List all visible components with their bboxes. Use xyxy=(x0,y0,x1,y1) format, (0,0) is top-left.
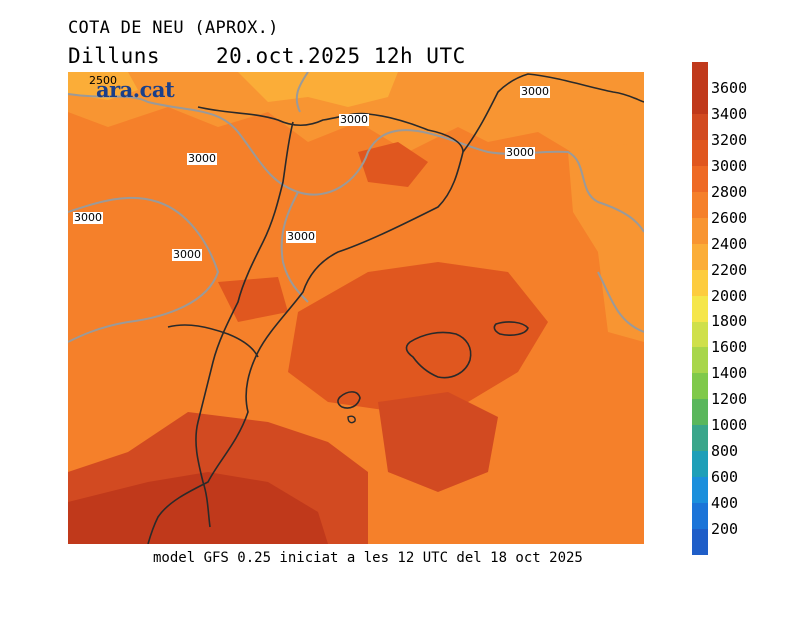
legend-level-label: 2000 xyxy=(711,286,748,305)
contour-label: 3000 xyxy=(172,248,202,261)
border-valencia xyxy=(167,324,259,358)
island-eivissa xyxy=(337,391,361,409)
legend-swatch xyxy=(692,451,708,478)
legend-level-label: 3400 xyxy=(711,104,748,123)
contour-line xyxy=(68,93,424,196)
field-topleft-yellow xyxy=(68,72,138,100)
legend-level-label: 2600 xyxy=(711,208,748,227)
coastline xyxy=(147,151,464,544)
legend-swatch xyxy=(692,503,708,530)
legend-level-label: 2800 xyxy=(711,182,748,201)
legend-level-label: 1000 xyxy=(711,416,748,435)
contour-label: 3000 xyxy=(520,85,550,98)
island-menorca xyxy=(493,321,529,336)
legend-swatch xyxy=(692,295,708,322)
contour-label: 2500 xyxy=(89,74,117,87)
field-top-yellow xyxy=(238,72,398,107)
forecast-datetime: 20.oct.2025 12h UTC xyxy=(216,44,466,68)
field-inland-dark xyxy=(218,277,288,322)
contour-line xyxy=(422,131,644,233)
legend-level-label: 3200 xyxy=(711,130,748,149)
field-coast-dark xyxy=(358,142,428,187)
legend-swatch xyxy=(692,87,708,114)
legend-swatch xyxy=(692,347,708,374)
island-mallorca xyxy=(405,331,472,379)
legend-level-label: 600 xyxy=(711,468,739,487)
contour-label: 3000 xyxy=(73,211,103,224)
border-aragon xyxy=(195,121,294,528)
contour-label: 3000 xyxy=(339,113,369,126)
field-south-sea xyxy=(378,392,498,492)
contour-label: 3000 xyxy=(505,146,535,159)
map-svg xyxy=(68,72,644,544)
model-footer: model GFS 0.25 iniciat a les 12 UTC del … xyxy=(153,550,583,566)
contour-line xyxy=(597,271,644,333)
legend-level-label: 400 xyxy=(711,494,739,513)
snow-level-map xyxy=(68,72,644,544)
legend-swatch xyxy=(692,425,708,452)
contour-line xyxy=(280,191,309,303)
legend-level-label: 1400 xyxy=(711,364,748,383)
legend-swatch xyxy=(692,139,708,166)
legend-level-label: 2200 xyxy=(711,260,748,279)
border-france xyxy=(462,73,644,153)
legend-level-label: 3600 xyxy=(711,78,748,97)
contour-line xyxy=(295,72,309,113)
legend-swatch xyxy=(692,165,708,192)
legend-swatch xyxy=(692,191,708,218)
forecast-day: Dilluns xyxy=(68,44,161,68)
legend-swatch xyxy=(692,321,708,348)
variable-title: COTA DE NEU (APROX.) xyxy=(68,18,279,38)
legend-colorbar xyxy=(692,62,708,556)
legend-level-label: 1200 xyxy=(711,390,748,409)
field-southwest-darkest xyxy=(68,472,328,544)
ara-logo: ara.cat xyxy=(96,77,175,102)
legend-swatch xyxy=(692,243,708,270)
legend-swatch xyxy=(692,269,708,296)
legend-swatch xyxy=(692,529,708,556)
legend-level-label: 2400 xyxy=(711,234,748,253)
legend-swatch xyxy=(692,477,708,504)
legend-swatch xyxy=(692,373,708,400)
legend-swatch xyxy=(692,113,708,140)
legend-level-label: 3000 xyxy=(711,156,748,175)
contour-label: 3000 xyxy=(187,152,217,165)
legend-level-label: 1600 xyxy=(711,338,748,357)
legend-swatch xyxy=(692,399,708,426)
island-formentera xyxy=(347,415,356,424)
contour-line xyxy=(68,196,220,343)
legend-level-label: 800 xyxy=(711,442,739,461)
forecast-time: Dilluns 20.oct.2025 12h UTC xyxy=(68,44,466,68)
legend-level-label: 1800 xyxy=(711,312,748,331)
contour-label: 3000 xyxy=(286,230,316,243)
legend-level-label: 200 xyxy=(711,520,739,539)
legend-swatch xyxy=(692,62,708,88)
legend-swatch xyxy=(692,217,708,244)
